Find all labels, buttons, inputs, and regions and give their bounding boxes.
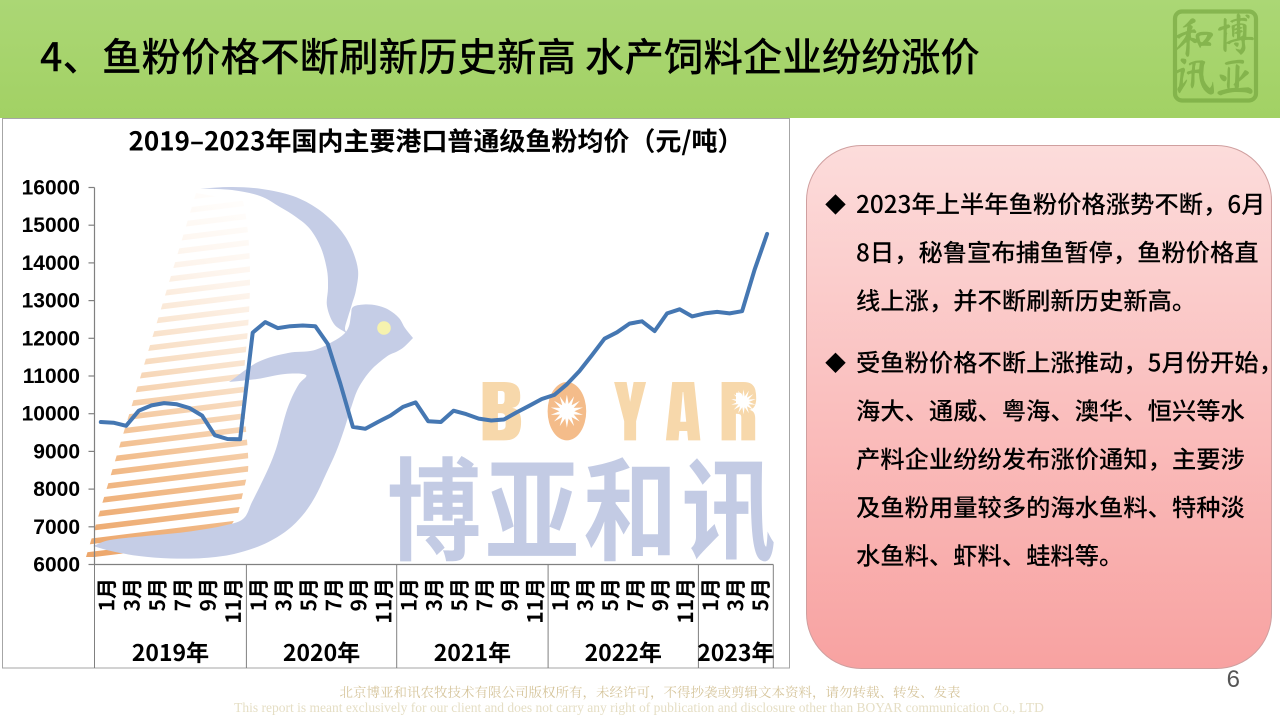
svg-text:6: 6	[1227, 666, 1240, 693]
svg-text:This report is meant exclusive: This report is meant exclusively for our…	[234, 700, 1044, 715]
svg-text:12000: 12000	[22, 327, 80, 350]
svg-text:9000: 9000	[33, 440, 80, 463]
svg-text:11000: 11000	[23, 365, 80, 388]
svg-text:14000: 14000	[22, 252, 80, 275]
svg-text:15000: 15000	[22, 214, 80, 237]
svg-text:8000: 8000	[33, 478, 80, 501]
svg-text:7000: 7000	[33, 516, 80, 539]
svg-text:13000: 13000	[22, 290, 80, 313]
svg-text:10000: 10000	[22, 403, 80, 426]
svg-text:6000: 6000	[33, 554, 80, 577]
svg-text:16000: 16000	[22, 177, 80, 200]
